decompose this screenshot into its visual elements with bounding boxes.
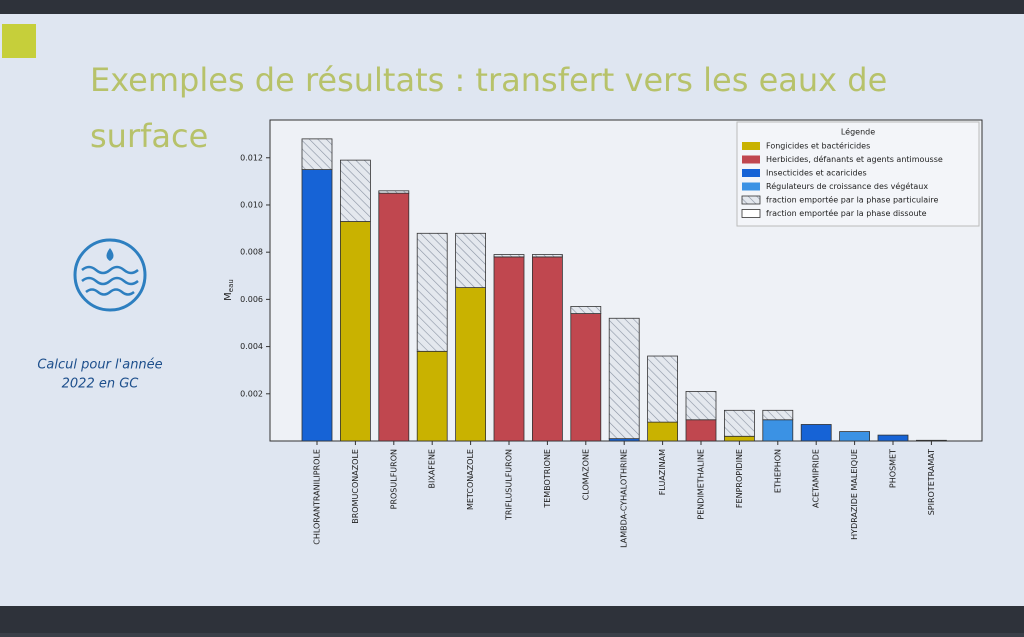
x-tick-label: CHLORANTRANILIPROLE xyxy=(313,449,322,545)
bar-particulate xyxy=(532,254,563,258)
legend-label: fraction emportée par la phase dissoute xyxy=(766,208,927,218)
x-tick-label: FENPROPIDINE xyxy=(735,449,744,508)
bar-dissolved xyxy=(647,421,678,442)
legend-swatch xyxy=(741,209,761,218)
bar-dissolved xyxy=(532,256,563,442)
water-icon xyxy=(73,238,147,312)
legend-title: Légende xyxy=(841,127,875,137)
bar-dissolved xyxy=(685,419,717,442)
bar-particulate xyxy=(416,232,448,352)
x-tick-label: LAMBDA-CYHALOTHRINE xyxy=(620,449,629,548)
bar-dissolved xyxy=(455,287,487,442)
x-tick-label: BROMUCONAZOLE xyxy=(351,449,360,524)
bar-dissolved xyxy=(416,350,448,442)
legend-label: fraction emportée par la phase particula… xyxy=(766,195,938,205)
bar-particulate xyxy=(762,409,794,421)
bar-particulate xyxy=(455,232,487,288)
y-label-sub: eau xyxy=(227,279,235,292)
legend-box xyxy=(736,121,980,227)
bar-particulate xyxy=(647,355,678,423)
legend: Légende xyxy=(736,121,980,227)
x-tick-label: SPIROTETRAMAT xyxy=(927,449,936,515)
x-tick-label: METCONAZOLE xyxy=(466,449,475,510)
bar-dissolved xyxy=(570,313,602,442)
x-tick-label: TRIFLUSULFURON xyxy=(505,449,514,521)
x-tick-label: HYDRAZIDE MALEIQUE xyxy=(850,449,859,540)
x-tick-label: PHOSMET xyxy=(889,449,898,488)
legend-label: Insecticides et acaricides xyxy=(766,169,867,178)
y-tick-label: 0.012 xyxy=(240,153,263,162)
bar-dissolved xyxy=(916,439,947,442)
legend-swatch xyxy=(742,142,760,150)
legend-label: Régulateurs de croissance des végétaux xyxy=(766,181,928,191)
bar-dissolved xyxy=(339,221,371,442)
bar-dissolved xyxy=(493,256,525,442)
bar-dissolved xyxy=(877,434,909,442)
side-note: Calcul pour l'année xyxy=(37,358,162,373)
bar-particulate xyxy=(608,317,640,440)
legend-swatch xyxy=(742,169,760,177)
bar-dissolved xyxy=(724,435,755,442)
y-tick-label: 0.006 xyxy=(240,295,263,304)
bar-particulate xyxy=(301,138,333,170)
bar-particulate xyxy=(378,190,410,194)
legend-label: Fongicides et bactéricides xyxy=(766,141,870,151)
bar-particulate xyxy=(724,409,755,437)
bar-particulate xyxy=(339,159,371,222)
slide-title: Exemples de résultats : transfert vers l… xyxy=(90,61,887,155)
legend-swatch xyxy=(742,182,760,191)
x-tick-label: BIXAFENE xyxy=(428,449,437,489)
x-tick-label: CLOMAZONE xyxy=(581,449,590,500)
legend-swatch xyxy=(741,195,761,205)
y-tick-label: 0.004 xyxy=(240,342,263,351)
bar-dissolved xyxy=(839,431,870,442)
side-note: 2022 en GC xyxy=(62,377,140,392)
y-tick-label: 0.010 xyxy=(240,200,263,209)
legend-label: Herbicides, défanants et agents antimous… xyxy=(766,154,943,164)
bar-dissolved xyxy=(762,419,794,442)
legend-swatch xyxy=(742,155,760,164)
corner-badge xyxy=(2,24,36,58)
x-tick-label: TEMBOTRIONE xyxy=(543,449,552,509)
bar-particulate xyxy=(685,391,717,421)
x-tick-label: FLUAZINAM xyxy=(658,449,667,495)
y-label-main: M xyxy=(223,292,234,301)
y-tick-label: 0.008 xyxy=(240,248,263,257)
bar-dissolved xyxy=(301,169,333,442)
bar-particulate xyxy=(493,254,525,258)
y-axis-label: Meau xyxy=(223,279,235,301)
bar-dissolved xyxy=(378,192,410,442)
y-tick-label: 0.002 xyxy=(240,389,263,398)
x-tick-label: PROSULFURON xyxy=(389,449,398,509)
x-tick-label: PENDIMETHALINE xyxy=(697,449,706,520)
bar-dissolved xyxy=(800,424,832,442)
bar-particulate xyxy=(570,306,602,314)
x-tick-label: ETHEPHON xyxy=(773,449,782,493)
x-tick-label: ACETAMIPRIDE xyxy=(812,449,821,508)
